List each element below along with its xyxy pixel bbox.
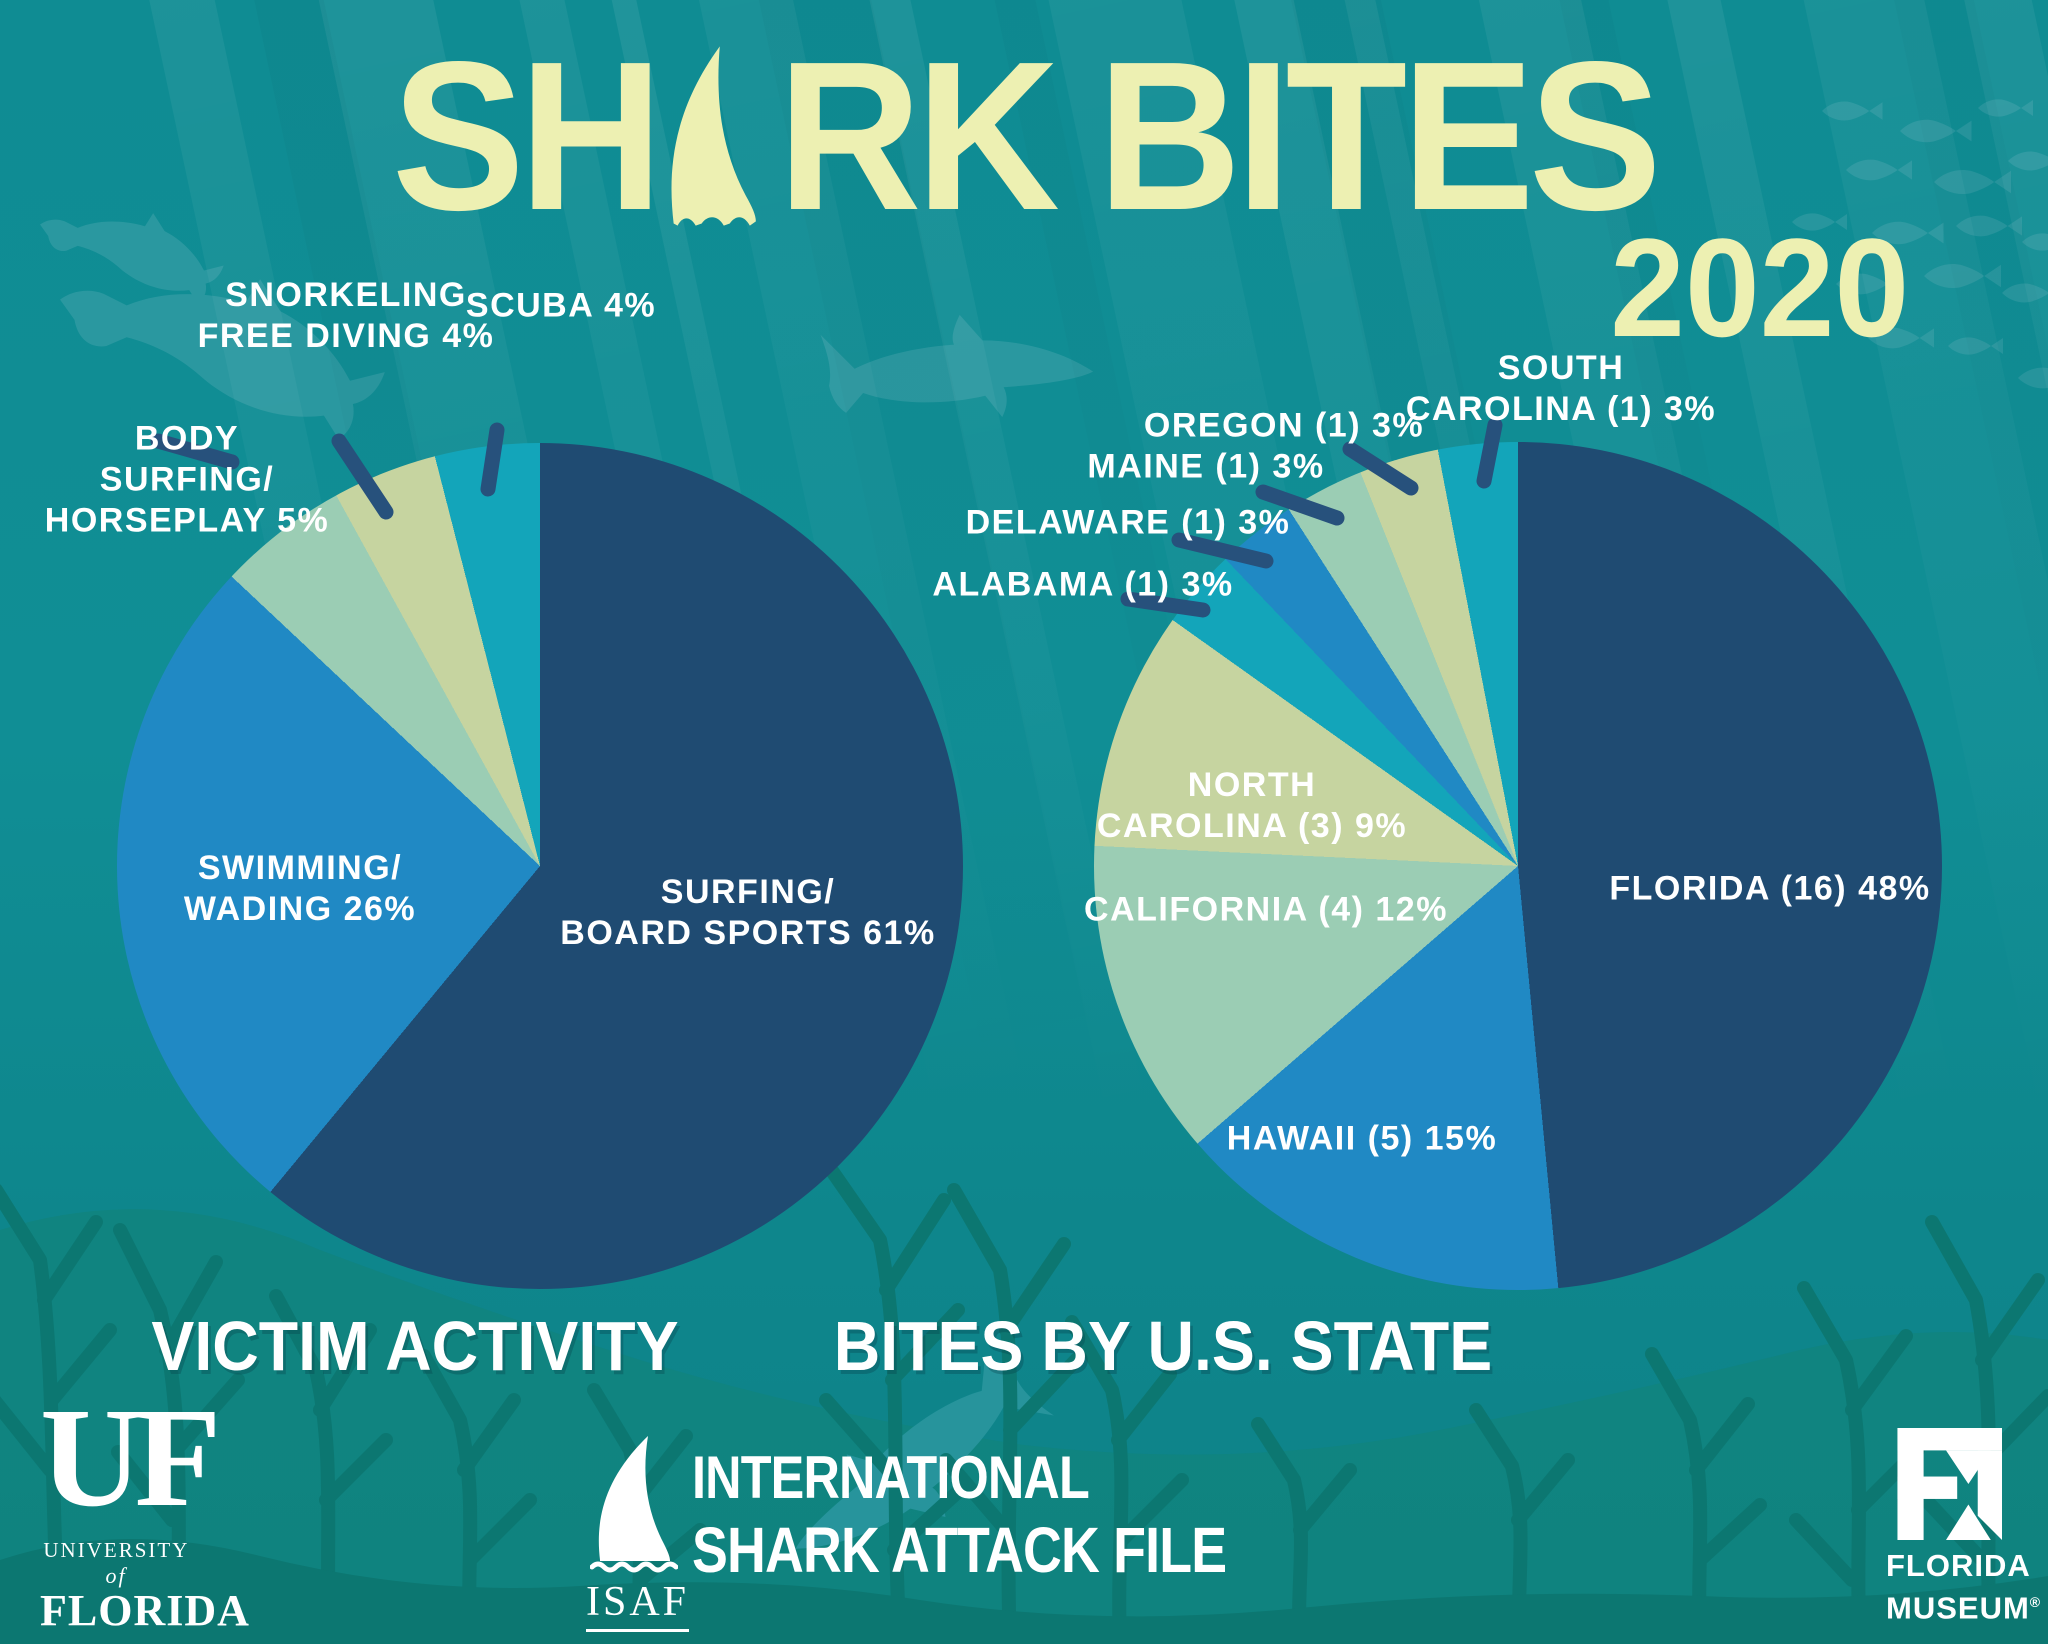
slice-label-body-surfing: BODY SURFING/HORSEPLAY 5% [44, 419, 330, 540]
fm-museum: MUSEUM® [1886, 1590, 2042, 1626]
chart-title-bites-by-state: BITES BY U.S. STATE [833, 1307, 1493, 1385]
slice-label-surfing: SURFING/BOARD SPORTS 61% [560, 873, 936, 952]
fm-monogram-icon [1897, 1428, 2002, 1540]
slice-label-delaware: DELAWARE (1) 3% [965, 503, 1291, 542]
uf-monogram: UF [40, 1378, 221, 1536]
slice-label-hawaii: HAWAII (5) 15% [1226, 1119, 1498, 1158]
slice-label-scuba: SCUBA 4% [465, 286, 657, 325]
uf-university-of: UNIVERSITY of [43, 1538, 189, 1588]
isaf-name-line1: INTERNATIONAL [692, 1444, 1090, 1511]
fm-florida: FLORIDA [1886, 1548, 2031, 1583]
shark-fin-icon [671, 46, 756, 226]
florida-museum-logo: FLORIDA MUSEUM® [1886, 1428, 2041, 1626]
slice-label-california: CALIFORNIA (4) 12% [1084, 890, 1448, 929]
bites-by-state-pie-chart [1094, 442, 1942, 1290]
slice-label-snorkeling: SNORKELING FREE DIVING 4% [197, 276, 495, 355]
slice-label-north-carolina: NORTH CAROLINA (3) 9% [1096, 766, 1408, 845]
isaf-fin-icon [590, 1436, 678, 1573]
uf-logo: UF UNIVERSITY of FLORIDA [40, 1378, 250, 1635]
isaf-name-line2: SHARK ATTACK FILE [692, 1514, 1227, 1586]
registered-mark: ® [2029, 1594, 2042, 1610]
slice-label-oregon: OREGON (1) 3% [1143, 406, 1425, 445]
title-year: 2020 [1610, 209, 1910, 366]
slice-label-south-carolina: SOUTH CAROLINA (1) 3% [1405, 349, 1717, 428]
victim-activity-pie-chart [117, 443, 963, 1289]
title-word1-prefix: SH [391, 17, 663, 254]
isaf-name: INTERNATIONAL SHARK ATTACK FILE [692, 1444, 1227, 1586]
isaf-logo: ISAF [586, 1434, 690, 1632]
chart-title-victim-activity: VICTIM ACTIVITY [151, 1307, 679, 1385]
slice-label-florida: FLORIDA (16) 48% [1609, 869, 1931, 908]
slice-label-maine: MAINE (1) 3% [1087, 447, 1325, 486]
title-word1-suffix: RK [777, 17, 1060, 254]
isaf-acronym: ISAF [586, 1578, 690, 1632]
uf-florida: FLORIDA [40, 1586, 250, 1635]
shark-silhouette-icon [820, 314, 1094, 418]
page-title: SH RK BITES [391, 17, 1662, 254]
slice-label-alabama: ALABAMA (1) 3% [932, 565, 1234, 604]
slice-label-swimming: SWIMMING/WADING 26% [183, 849, 417, 928]
title-word2: BITES [1097, 17, 1662, 254]
hammerhead-shark-icon [40, 213, 224, 304]
